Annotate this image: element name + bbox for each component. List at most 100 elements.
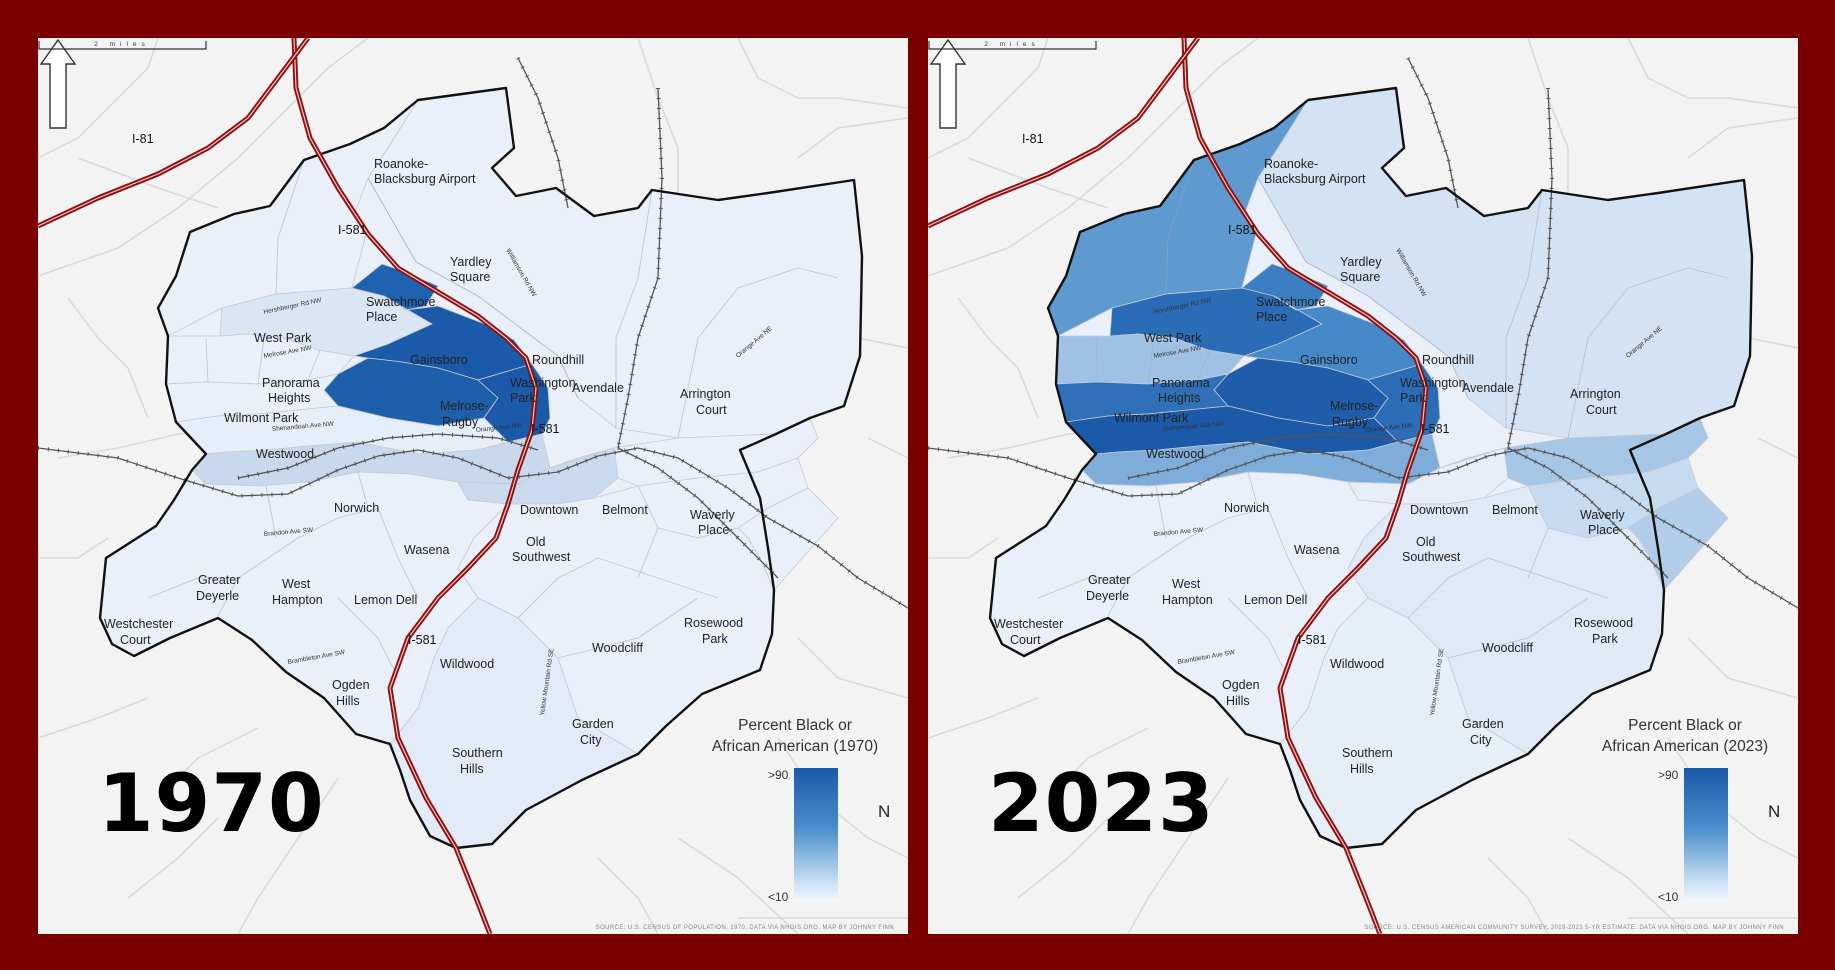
label-gainsboro: Gainsboro bbox=[1300, 353, 1358, 367]
label-lemon-dell: Lemon Dell bbox=[1244, 593, 1307, 607]
street-line bbox=[1227, 597, 1289, 679]
street-label-orange-nw: Orange Ave NW bbox=[1365, 422, 1413, 434]
street-label-orange-nw: Orange Ave NW bbox=[475, 422, 523, 434]
road-line bbox=[1687, 637, 1798, 699]
street-line bbox=[477, 295, 579, 399]
label-garden-city: City bbox=[580, 733, 602, 747]
label-ogden-hills: Ogden bbox=[332, 678, 370, 692]
road-line bbox=[928, 38, 1259, 277]
label-southern-hills: Southern bbox=[1342, 746, 1393, 760]
interstate-centerline bbox=[1183, 38, 1427, 934]
railways bbox=[928, 57, 1798, 610]
road-line bbox=[1567, 837, 1689, 934]
label-west-park: West Park bbox=[254, 331, 312, 345]
label-downtown: Downtown bbox=[1410, 503, 1468, 517]
road-line bbox=[38, 697, 149, 739]
north-label: N bbox=[878, 802, 891, 821]
street-line bbox=[377, 507, 419, 599]
street-label-brandon: Brandon Ave SW bbox=[264, 527, 315, 538]
street-line bbox=[517, 557, 599, 619]
road-line bbox=[38, 537, 109, 559]
legend-color-ramp bbox=[1684, 768, 1728, 902]
label-swarthmore: Swatchmore bbox=[1256, 295, 1326, 309]
rail-line bbox=[617, 87, 663, 449]
street-line bbox=[297, 507, 379, 539]
street-line bbox=[147, 577, 238, 599]
map-panel-2023: I-81 I-581 I-581 I-581 Roanoke- Blacksburg Ai… bbox=[928, 38, 1798, 934]
label-old-southwest: Southwest bbox=[1402, 550, 1461, 564]
label-wasena: Wasena bbox=[1294, 543, 1339, 557]
rail-line bbox=[928, 447, 1798, 609]
label-melrose: Melrose- bbox=[440, 399, 489, 413]
legend-high-label: >90 bbox=[1658, 768, 1679, 782]
hw-label-i581-south: I-581 bbox=[408, 633, 437, 647]
label-southern-hills: Southern bbox=[452, 746, 503, 760]
legend-title-line2: African American (2023) bbox=[1601, 738, 1769, 755]
label-wasena: Wasena bbox=[404, 543, 449, 557]
rail-line bbox=[38, 447, 908, 609]
street-line bbox=[557, 597, 699, 659]
label-arrington: Court bbox=[1586, 403, 1617, 417]
north-arrow-icon bbox=[929, 38, 967, 129]
street-line bbox=[1487, 557, 1609, 599]
label-west-hampton: West bbox=[1172, 577, 1201, 591]
hw-label-i581-north: I-581 bbox=[1228, 223, 1257, 237]
label-rosewood: Rosewood bbox=[684, 616, 743, 630]
label-woodcliff: Woodcliff bbox=[1482, 641, 1533, 655]
interstate-81 bbox=[928, 38, 1200, 229]
street-line bbox=[1367, 295, 1469, 399]
road-line bbox=[1747, 337, 1798, 349]
label-waverly: Place bbox=[1588, 523, 1619, 537]
street-line bbox=[217, 537, 299, 617]
road-line bbox=[1047, 727, 1149, 799]
label-airport: Blacksburg Airport bbox=[374, 172, 476, 186]
street-line bbox=[1165, 159, 1195, 295]
street-line bbox=[677, 287, 739, 439]
road-line bbox=[928, 38, 1049, 159]
road-line bbox=[677, 837, 799, 934]
street-grid bbox=[147, 159, 839, 679]
legend-high-label: >90 bbox=[768, 768, 789, 782]
road-line bbox=[957, 297, 1039, 419]
label-greater-deyerle: Greater bbox=[1088, 573, 1130, 587]
label-washington-park: Washington bbox=[510, 376, 576, 390]
label-panorama: Panorama bbox=[262, 376, 320, 390]
legend-title-line1: Percent Black or bbox=[738, 717, 852, 734]
road-line bbox=[867, 437, 908, 459]
street-line bbox=[1407, 557, 1489, 619]
road-line bbox=[737, 38, 908, 109]
interstate-centerline bbox=[928, 38, 1199, 227]
label-west-hampton: Hampton bbox=[272, 593, 323, 607]
street-line bbox=[275, 159, 305, 295]
label-roundhill: Roundhill bbox=[1422, 353, 1474, 367]
railways bbox=[38, 57, 908, 610]
label-yardley: Square bbox=[1340, 270, 1380, 284]
street-line bbox=[205, 337, 209, 383]
legend-title-line1: Percent Black or bbox=[1628, 717, 1742, 734]
scale-bar: 2 miles bbox=[928, 41, 1097, 50]
legend-title-line2: African American (1970) bbox=[711, 738, 879, 755]
label-greater-deyerle: Deyerle bbox=[1086, 589, 1129, 603]
scale-bar-label: 2 miles bbox=[94, 41, 150, 48]
label-west-park: West Park bbox=[1144, 331, 1202, 345]
map-panel-1970: I-81 I-581 I-581 I-581 Roanoke- Blacksburg Ai… bbox=[38, 38, 908, 934]
interstate-centerline bbox=[38, 38, 309, 227]
label-westchester: Court bbox=[1010, 633, 1041, 647]
tract-east-belmont bbox=[549, 417, 819, 487]
label-gainsboro: Gainsboro bbox=[410, 353, 468, 367]
rail-ties bbox=[237, 431, 539, 480]
label-westchester: Westchester bbox=[104, 617, 173, 631]
label-rosewood: Park bbox=[702, 632, 728, 646]
hw-label-i581-south: I-581 bbox=[1298, 633, 1327, 647]
label-westchester: Court bbox=[120, 633, 151, 647]
road-line bbox=[157, 727, 259, 799]
street-line bbox=[1627, 267, 1729, 289]
street-line bbox=[1107, 537, 1189, 617]
road-line bbox=[928, 697, 1039, 739]
label-lemon-dell: Lemon Dell bbox=[354, 593, 417, 607]
label-norwich: Norwich bbox=[1224, 501, 1269, 515]
hw-label-i581-central: I-581 bbox=[1421, 422, 1450, 436]
tract-east-belmont bbox=[1439, 417, 1709, 487]
label-west-hampton: Hampton bbox=[1162, 593, 1213, 607]
label-greater-deyerle: Deyerle bbox=[196, 589, 239, 603]
